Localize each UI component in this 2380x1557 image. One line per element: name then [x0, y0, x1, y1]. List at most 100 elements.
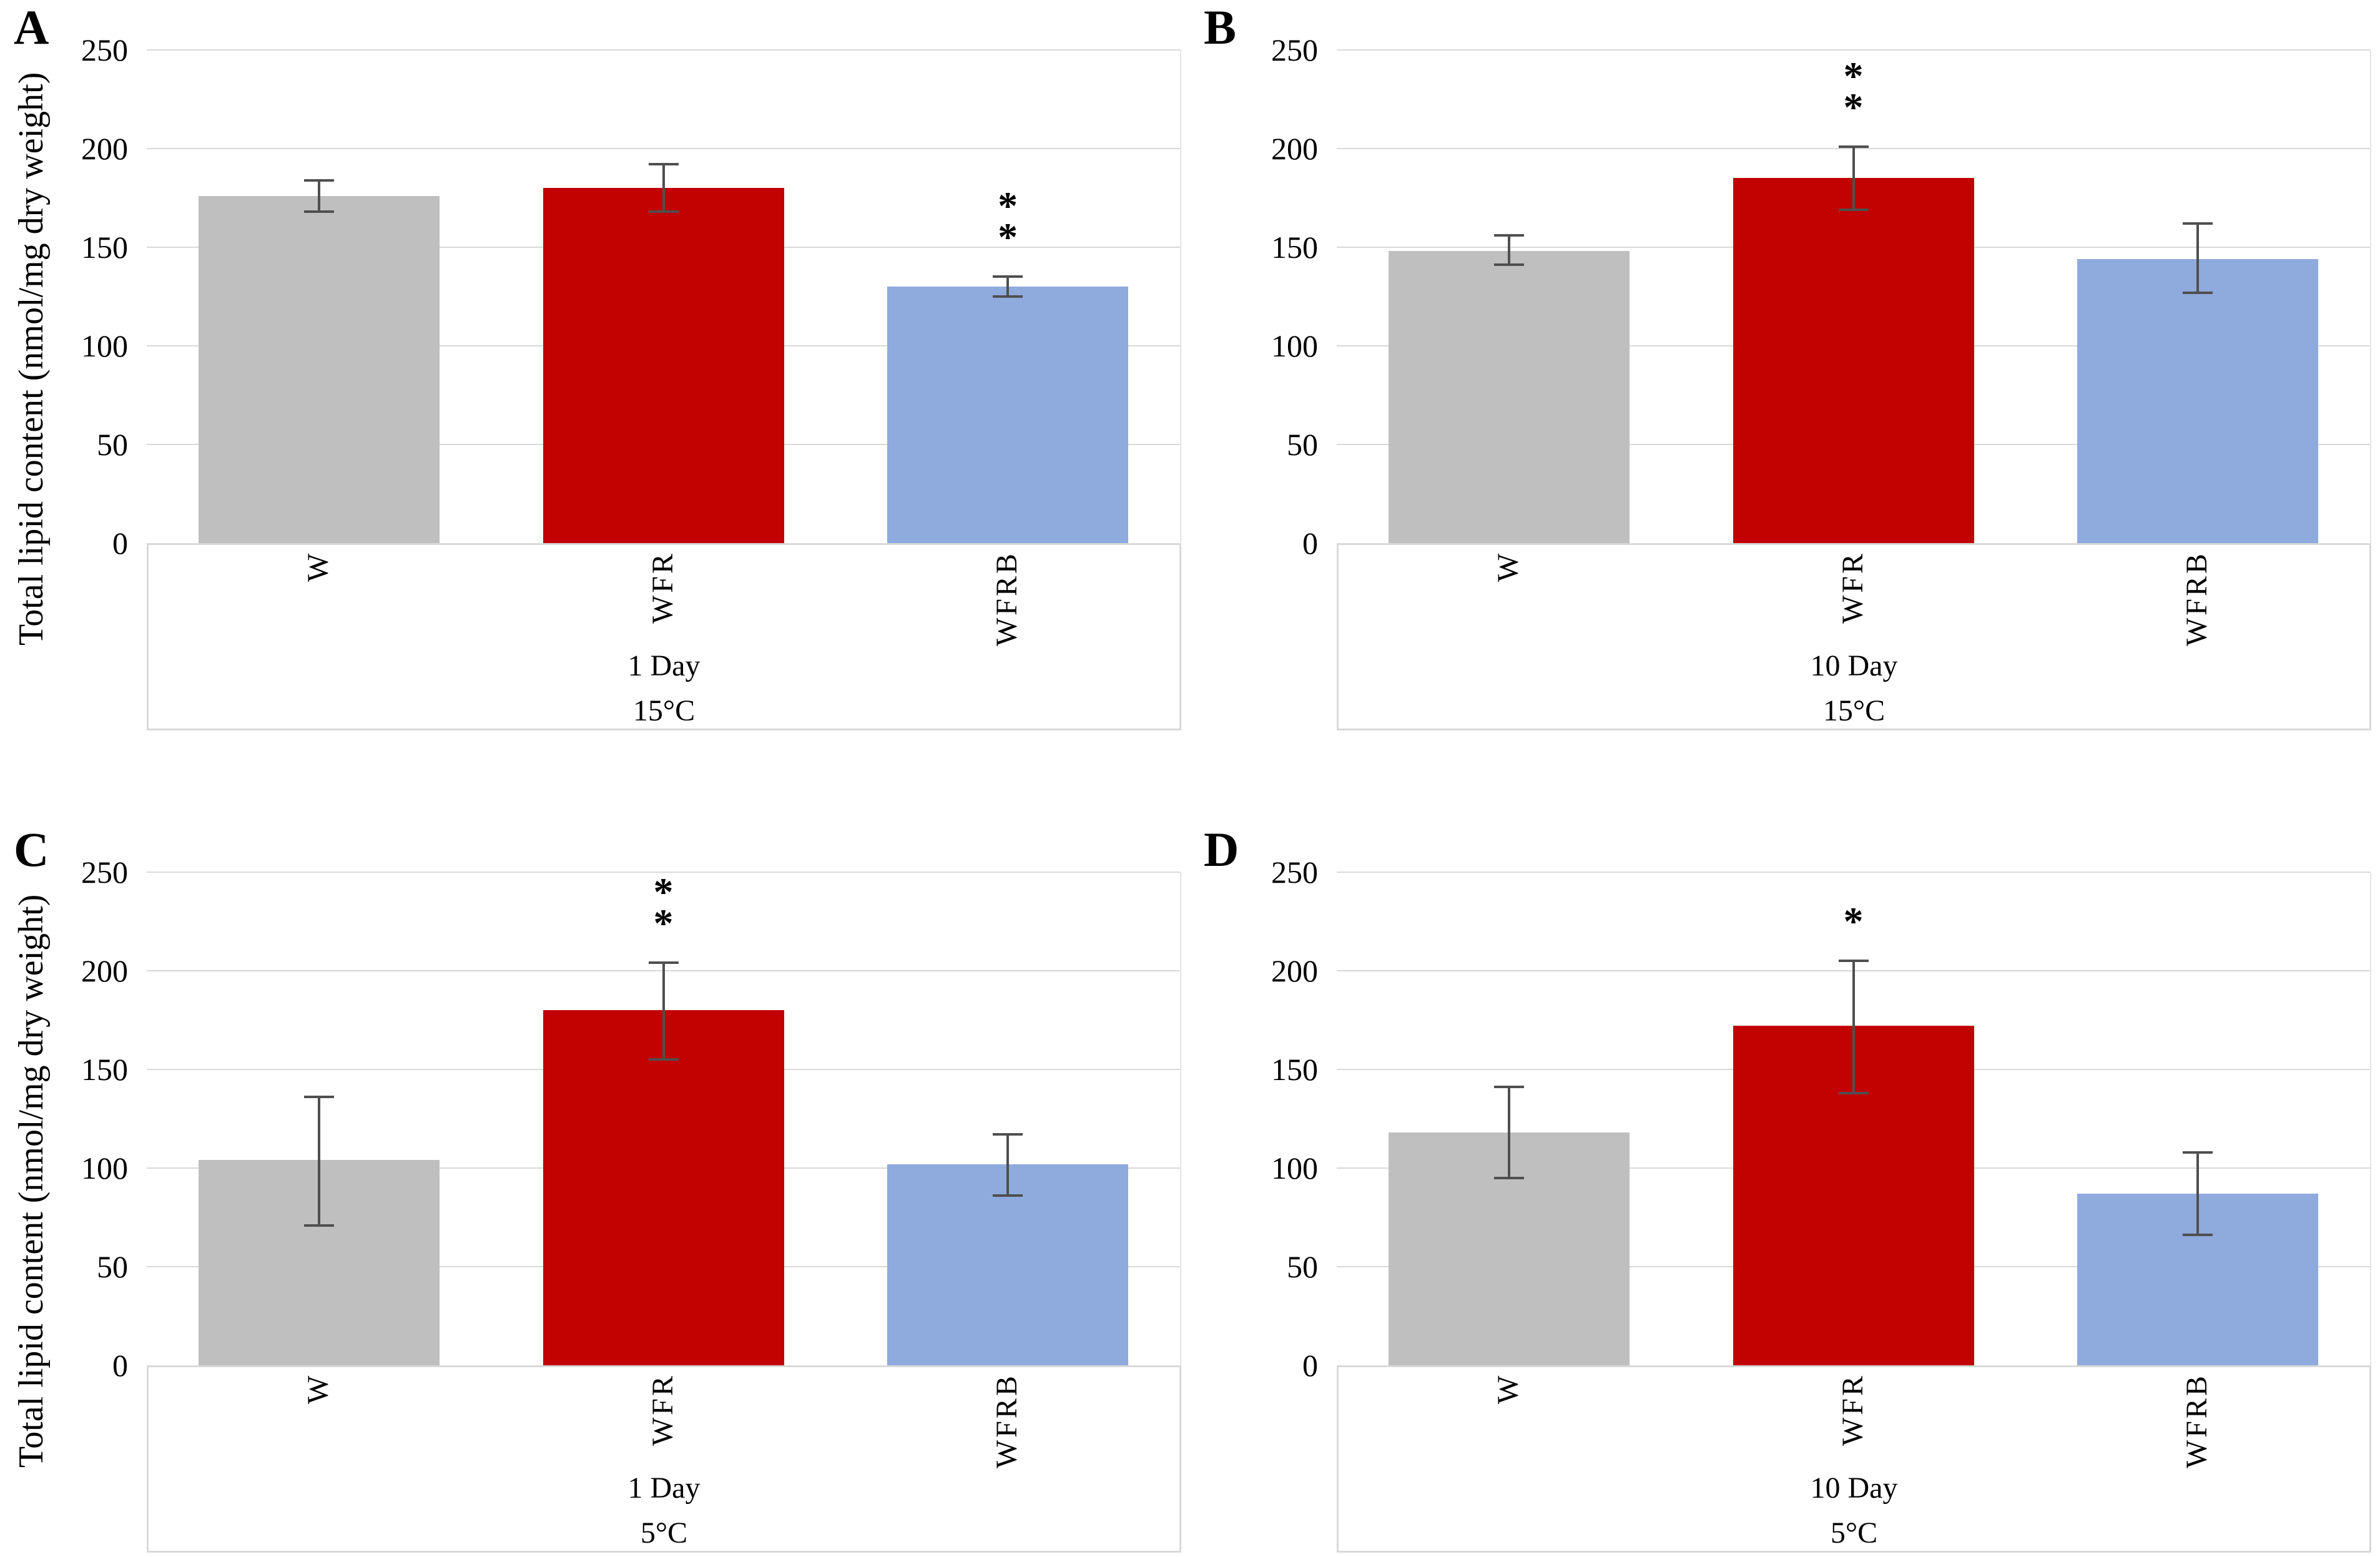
error-bar-cap [2183, 291, 2213, 294]
bar-w [1388, 251, 1630, 543]
x-axis-label-box: 10 Day 5°C W WFR WFRB [1337, 1365, 2371, 1553]
y-tick-label: 0 [1302, 526, 1318, 561]
gridline [147, 148, 1180, 149]
error-bar-cap [1838, 1091, 1869, 1094]
category-label-w: W [301, 551, 335, 582]
error-bar-cap [1493, 1086, 1524, 1089]
error-bar-cap [303, 1096, 334, 1099]
error-bar [317, 1097, 320, 1225]
panel-letter: D [1204, 822, 1239, 877]
plot-area: * * [147, 49, 1181, 543]
y-tick-label: 150 [81, 230, 128, 265]
error-bar [2196, 1152, 2200, 1235]
y-tick-label: 200 [81, 953, 128, 988]
asterisk-glyph: * [1843, 53, 1864, 98]
panel-letter: C [14, 822, 49, 877]
y-tick-label: 150 [1271, 1052, 1318, 1087]
x-axis-label-box: 1 Day 15°C W WFR WFRB [147, 543, 1181, 730]
category-label-wfrb: WFRB [990, 551, 1024, 647]
y-tick-label: 200 [1271, 953, 1318, 988]
category-label-wfr: WFR [646, 551, 679, 624]
asterisk-glyph: * [1843, 899, 1864, 944]
error-bar [1852, 146, 1855, 210]
error-bar [1507, 235, 1510, 265]
temperature-group-label: 5°C [1830, 1516, 1878, 1550]
bar-wfrb [887, 287, 1129, 543]
error-bar-cap [648, 163, 679, 166]
x-axis-label-box: 1 Day 5°C W WFR WFRB [147, 1365, 1181, 1553]
plot-area: * * [1337, 49, 2371, 543]
plot-area: * * [147, 872, 1181, 1365]
error-bar-cap [1493, 234, 1524, 237]
asterisk-glyph: * [1843, 84, 1864, 129]
bar-w [198, 195, 440, 543]
day-group-label: 1 Day [627, 649, 701, 682]
error-bar-cap [303, 179, 334, 182]
y-tick-label: 100 [81, 1151, 128, 1186]
y-tick-label: 50 [97, 1249, 128, 1284]
error-bar-cap [1838, 208, 1869, 211]
chart-panel: B * * 10 Day 15°C W WFR WFRB 0 50 100 150 200 25… [1190, 0, 2380, 778]
error-bar-cap [993, 295, 1023, 298]
error-bar [1507, 1087, 1510, 1178]
error-bar-cap [648, 1058, 679, 1061]
significance-marker: * * [626, 872, 701, 946]
error-bar [662, 164, 665, 212]
error-bar-cap [303, 210, 334, 214]
category-label-w: W [1491, 1373, 1525, 1405]
error-bar-cap [648, 961, 679, 965]
y-tick-label: 0 [112, 1348, 128, 1383]
plot-area: * [1337, 872, 2371, 1365]
y-tick-label: 250 [1271, 855, 1318, 890]
panel-letter: A [14, 0, 49, 54]
gridline [1337, 49, 2370, 51]
temperature-group-label: 5°C [640, 1516, 688, 1550]
day-group-label: 10 Day [1810, 1471, 1898, 1505]
error-bar-cap [1493, 263, 1524, 267]
y-tick-label: 150 [81, 1052, 128, 1087]
y-tick-label: 100 [81, 328, 128, 363]
error-bar-cap [993, 275, 1023, 278]
y-tick-label: 250 [81, 32, 128, 67]
category-label-w: W [1491, 551, 1525, 582]
error-bar [1006, 1134, 1010, 1196]
y-tick-label: 100 [1271, 1151, 1318, 1186]
bar-wfr [543, 188, 784, 543]
gridline [1337, 872, 2370, 873]
y-tick-label: 50 [1287, 427, 1318, 462]
y-tick-label: 250 [1271, 32, 1318, 67]
asterisk-glyph: * [998, 215, 1018, 260]
category-label-wfr: WFR [1836, 551, 1869, 624]
category-label-wfrb: WFRB [2180, 551, 2214, 647]
bar-wfrb [2077, 258, 2319, 543]
asterisk-glyph: * [653, 901, 674, 946]
category-label-wfr: WFR [646, 1373, 679, 1446]
error-bar-cap [2183, 1234, 2213, 1237]
error-bar [1006, 277, 1010, 297]
day-group-label: 1 Day [627, 1471, 701, 1505]
chart-panel: A Total lipid content (nmol/mg dry weigh… [0, 0, 1190, 778]
error-bar-cap [648, 210, 679, 214]
y-tick-label: 150 [1271, 230, 1318, 265]
error-bar-cap [2183, 222, 2213, 225]
chart-panel: C Total lipid content (nmol/mg dry weigh… [0, 778, 1190, 1557]
gridline [147, 49, 1180, 51]
category-label-wfrb: WFRB [990, 1373, 1024, 1469]
y-tick-label: 250 [81, 855, 128, 890]
bar-wfr [543, 1010, 784, 1365]
y-tick-label: 200 [81, 131, 128, 166]
y-tick-label: 100 [1271, 328, 1318, 363]
y-tick-label: 50 [97, 427, 128, 462]
y-tick-label: 0 [1302, 1348, 1318, 1383]
error-bar-cap [993, 1133, 1023, 1136]
error-bar [662, 963, 665, 1060]
chart-panel: D * 10 Day 5°C W WFR WFRB 0 50 100 150 200 250 [1190, 778, 2380, 1557]
y-tick-label: 200 [1271, 131, 1318, 166]
category-label-w: W [301, 1373, 335, 1405]
error-bar-cap [303, 1224, 334, 1227]
error-bar-cap [993, 1194, 1023, 1197]
gridline [147, 872, 1180, 873]
significance-marker: * * [1816, 53, 1891, 129]
temperature-group-label: 15°C [632, 694, 696, 727]
